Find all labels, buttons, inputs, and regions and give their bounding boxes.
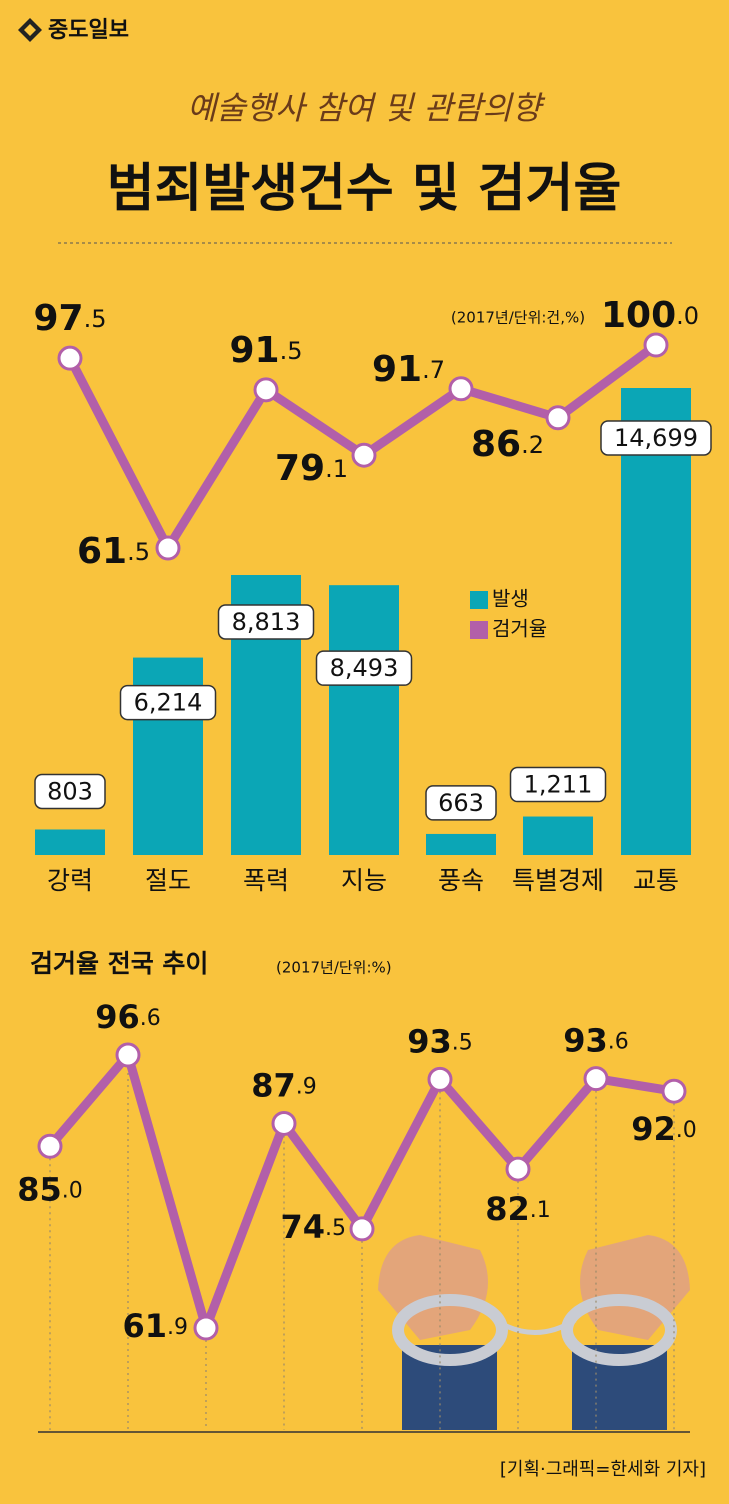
chart-title: 범죄발생건수 및 검거율 (107, 159, 622, 219)
value-label: 93.6 (563, 1022, 629, 1060)
value-label: 14,699 (614, 424, 698, 452)
legend-label: 검거율 (492, 617, 547, 641)
value-label-box (425, 785, 497, 821)
logo: 중도일보 (48, 18, 129, 43)
x-tick-label: 지능 (341, 866, 387, 895)
value-label: 6,214 (134, 689, 203, 717)
value-label: 97.5 (33, 298, 106, 339)
unit-note: (2017년/단위:%) (276, 959, 392, 977)
value-label-box (600, 420, 712, 456)
x-tick-label: 절도 (145, 866, 191, 895)
marker (583, 1066, 609, 1092)
value-label: 85.0 (17, 1170, 83, 1208)
marker (351, 442, 377, 468)
credit: [기획·그래픽=한세화 기자] (500, 1459, 706, 1480)
x-tick-label: 풍속 (438, 866, 484, 895)
value-label: 663 (438, 789, 484, 817)
bar (523, 816, 593, 855)
bar (35, 829, 105, 855)
value-label: 91.5 (229, 330, 302, 371)
value-label: 8,493 (330, 654, 399, 682)
value-label: 82.1 (485, 1190, 551, 1228)
value-label: 87.9 (251, 1066, 317, 1104)
legend-label: 발생 (492, 587, 529, 611)
marker (505, 1156, 531, 1182)
value-label-box (34, 773, 106, 810)
value-label-box (509, 766, 607, 803)
x-tick-label: 폭력 (243, 866, 289, 895)
value-label: 100.0 (601, 295, 699, 336)
marker (661, 1078, 687, 1104)
marker (545, 405, 571, 431)
value-label: 79.1 (275, 448, 348, 489)
marker (271, 1110, 297, 1136)
value-label-box (315, 650, 413, 686)
bar (621, 388, 691, 855)
marker (253, 377, 279, 403)
marker (155, 535, 181, 561)
bar (329, 585, 399, 855)
value-label: 74.5 (280, 1208, 346, 1246)
chart-title: 검거율 전국 추이 (30, 949, 208, 978)
value-label: 1,211 (524, 771, 593, 799)
value-label: 803 (47, 777, 93, 805)
marker (37, 1133, 63, 1159)
marker (115, 1042, 141, 1068)
marker (349, 1216, 375, 1242)
subtitle: 예술행사 참여 및 관람의향 (187, 89, 546, 127)
marker (448, 376, 474, 402)
value-label: 96.6 (95, 998, 161, 1036)
x-tick-label: 특별경제 (512, 866, 604, 895)
value-label: 86.2 (471, 424, 544, 465)
logo-icon-inner (24, 24, 36, 36)
marker (57, 345, 83, 371)
marker (427, 1066, 453, 1092)
bar (426, 833, 496, 855)
value-label: 61.5 (77, 531, 150, 572)
legend-swatch (470, 591, 488, 609)
unit-note: (2017년/단위:건,%) (451, 309, 585, 327)
legend-swatch (470, 621, 488, 639)
marker (643, 332, 669, 358)
value-label: 92.0 (631, 1110, 697, 1148)
value-label: 93.5 (407, 1022, 473, 1060)
x-tick-label: 강력 (47, 866, 93, 895)
value-label: 61.9 (122, 1307, 188, 1345)
marker (193, 1315, 219, 1341)
value-label: 91.7 (372, 349, 445, 390)
value-label-box (217, 604, 315, 640)
value-label-box (119, 684, 217, 721)
x-tick-label: 교통 (633, 866, 679, 895)
handcuffs-illustration (378, 1235, 690, 1430)
value-label: 8,813 (232, 608, 301, 636)
